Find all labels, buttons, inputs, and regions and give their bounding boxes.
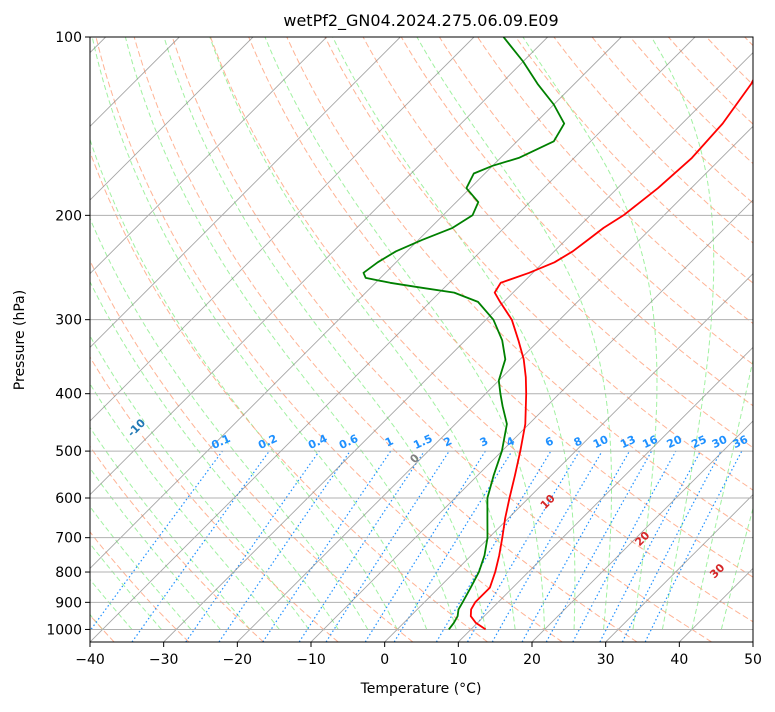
x-tick-label: 50: [744, 652, 762, 668]
chart-title: wetPf2_GN04.2024.275.06.09.E09: [283, 11, 558, 31]
x-tick-label: 40: [670, 652, 688, 668]
x-tick-label: 20: [523, 652, 541, 668]
x-tick-label: −10: [296, 652, 326, 668]
y-tick-label: 700: [55, 531, 82, 547]
y-tick-label: 500: [55, 444, 82, 460]
x-tick-label: 30: [597, 652, 615, 668]
y-tick-label: 400: [55, 387, 82, 403]
x-tick-label: −30: [149, 652, 179, 668]
y-tick-label: 1000: [46, 622, 82, 638]
x-tick-label: −20: [223, 652, 253, 668]
x-tick-label: 10: [449, 652, 467, 668]
x-tick-label: −40: [75, 652, 105, 668]
y-tick-label: 100: [55, 30, 82, 46]
y-axis-label: Pressure (hPa): [12, 290, 28, 390]
y-tick-label: 600: [55, 491, 82, 507]
y-tick-label: 300: [55, 313, 82, 329]
y-tick-label: 200: [55, 208, 82, 224]
y-tick-label: 800: [55, 565, 82, 581]
x-axis-label: Temperature (°C): [360, 681, 482, 697]
y-tick-label: 900: [55, 595, 82, 611]
x-tick-label: 0: [380, 652, 389, 668]
